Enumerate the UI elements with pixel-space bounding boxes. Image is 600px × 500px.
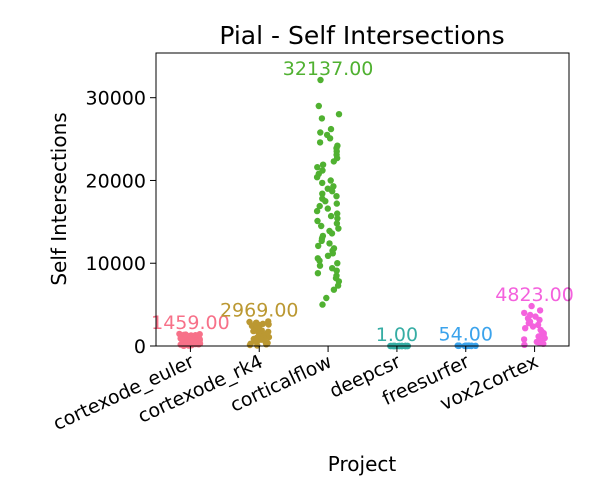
data-point bbox=[327, 212, 335, 220]
data-point bbox=[335, 225, 342, 232]
data-point bbox=[334, 260, 341, 267]
data-point bbox=[317, 129, 324, 136]
data-point bbox=[328, 230, 336, 237]
data-point bbox=[265, 321, 272, 328]
chart-title: Pial - Self Intersections bbox=[219, 21, 504, 50]
axes-frame bbox=[155, 52, 570, 347]
data-point bbox=[319, 190, 326, 197]
y-tick-label: 0 bbox=[134, 336, 146, 358]
max-value-label: 1.00 bbox=[376, 324, 418, 346]
data-point bbox=[334, 282, 342, 289]
max-value-label: 54.00 bbox=[439, 324, 493, 346]
data-point bbox=[329, 250, 336, 257]
data-point bbox=[334, 210, 341, 217]
data-point bbox=[521, 309, 528, 317]
y-axis-label: Self Intersections bbox=[47, 112, 71, 285]
data-point bbox=[520, 336, 528, 343]
data-point bbox=[330, 286, 338, 293]
data-point bbox=[317, 76, 324, 84]
data-point bbox=[334, 215, 341, 222]
data-point bbox=[315, 242, 322, 250]
data-point bbox=[327, 125, 335, 133]
data-point bbox=[329, 188, 336, 195]
data-point bbox=[316, 262, 324, 269]
data-point bbox=[313, 207, 321, 215]
data-point bbox=[319, 301, 326, 308]
data-point bbox=[318, 115, 326, 122]
data-point bbox=[326, 240, 333, 247]
data-point bbox=[324, 205, 331, 212]
data-point bbox=[324, 252, 332, 259]
y-tick-label: 20000 bbox=[86, 170, 146, 192]
data-point bbox=[540, 340, 547, 347]
data-point bbox=[263, 341, 270, 348]
data-point bbox=[318, 237, 325, 245]
data-point bbox=[529, 323, 537, 330]
data-point bbox=[246, 341, 254, 349]
data-point bbox=[536, 307, 544, 314]
data-point bbox=[265, 333, 273, 341]
data-point bbox=[330, 158, 337, 165]
data-point bbox=[195, 341, 202, 348]
data-point bbox=[316, 202, 323, 210]
data-point bbox=[316, 257, 323, 264]
data-point bbox=[314, 270, 322, 277]
data-point bbox=[250, 327, 257, 335]
data-point bbox=[536, 316, 543, 324]
data-point bbox=[333, 193, 340, 200]
data-point bbox=[314, 217, 321, 225]
max-value-label: 32137.00 bbox=[283, 58, 374, 80]
data-point bbox=[323, 294, 330, 302]
data-point bbox=[521, 341, 528, 348]
data-point bbox=[327, 177, 334, 184]
data-point bbox=[326, 135, 334, 142]
x-axis-label: Project bbox=[328, 452, 397, 476]
series-vox2cortex bbox=[520, 302, 548, 348]
max-value-label: 1459.00 bbox=[151, 312, 230, 334]
data-point bbox=[319, 179, 326, 187]
data-point bbox=[315, 102, 322, 110]
x-axis: cortexode_eulercortexode_rk4corticalflow… bbox=[50, 346, 542, 435]
data-point bbox=[330, 183, 337, 190]
y-tick-label: 30000 bbox=[86, 88, 146, 110]
y-tick-label: 10000 bbox=[86, 253, 146, 275]
data-point bbox=[319, 161, 327, 168]
data-point bbox=[522, 325, 529, 332]
data-point bbox=[534, 321, 542, 329]
data-point bbox=[313, 174, 321, 181]
data-point bbox=[528, 302, 535, 310]
max-value-label: 4823.00 bbox=[495, 284, 574, 306]
data-point bbox=[333, 220, 341, 227]
data-point bbox=[322, 198, 329, 205]
data-point bbox=[314, 164, 321, 171]
data-point bbox=[335, 111, 343, 118]
series-corticalflow bbox=[313, 76, 343, 308]
data-point bbox=[333, 267, 340, 274]
data-point bbox=[318, 222, 325, 230]
max-value-label: 2969.00 bbox=[220, 299, 299, 321]
data-point bbox=[316, 139, 324, 146]
data-point bbox=[333, 200, 340, 207]
y-axis: 0 10000 20000 30000 bbox=[86, 88, 156, 358]
series-cortexode_rk4 bbox=[246, 318, 273, 349]
